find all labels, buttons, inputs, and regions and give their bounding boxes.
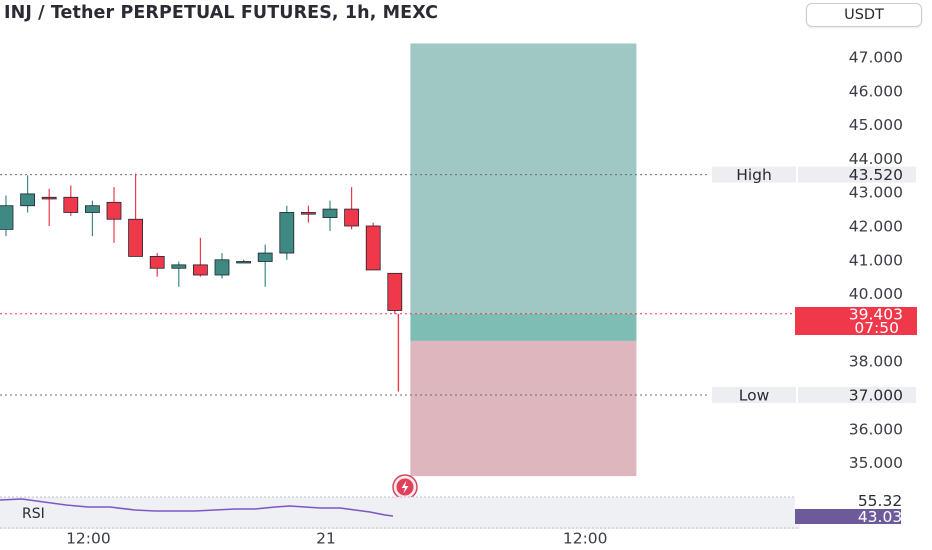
- level-tags: High 43.520 Low 37.000: [712, 166, 916, 405]
- candle: [128, 173, 144, 257]
- price-tick-label: 43.000: [849, 184, 903, 202]
- candle-body: [257, 252, 273, 262]
- price-tick-label: 41.000: [849, 251, 903, 269]
- price-tick-label: 44.000: [849, 150, 903, 168]
- candle-body: [192, 264, 208, 276]
- time-tick-label: 12:00: [66, 530, 111, 548]
- candle-body: [41, 196, 57, 200]
- candle: [171, 261, 187, 287]
- time-axis-bg: [0, 529, 932, 550]
- candle-body: [85, 205, 100, 213]
- price-tick-label: 42.000: [849, 218, 903, 236]
- stop-zone: [410, 340, 637, 477]
- candle: [41, 188, 57, 226]
- time-tick-label: 21: [316, 530, 336, 548]
- price-tick-label: 35.000: [849, 454, 903, 472]
- candle: [279, 205, 295, 260]
- level-tag-label-bg: [712, 166, 796, 183]
- candle: [0, 195, 14, 237]
- target-zone-entry: [410, 313, 637, 341]
- candle: [192, 237, 208, 277]
- candle-body: [128, 218, 144, 257]
- candle-body: [344, 208, 360, 227]
- level-tag-label: Low: [739, 387, 770, 405]
- level-tag-value: 43.520: [849, 166, 903, 184]
- candle-body: [20, 193, 36, 207]
- candle-body: [322, 208, 338, 218]
- level-tag-high: High 43.520: [712, 166, 916, 184]
- alert-icon[interactable]: [392, 474, 418, 500]
- candle: [63, 185, 79, 216]
- position-zones: [410, 43, 637, 477]
- level-tag-value: 37.000: [849, 387, 903, 405]
- candle: [214, 253, 230, 279]
- target-zone: [410, 43, 637, 314]
- level-tag-value-bg: [798, 166, 916, 183]
- candle-body: [149, 256, 165, 269]
- bar-countdown: 07:50: [854, 319, 899, 337]
- candle-body: [300, 212, 316, 215]
- level-tag-label-bg: [712, 387, 796, 403]
- candles: [0, 173, 403, 392]
- level-tag-value-bg: [798, 387, 916, 403]
- candle-body: [214, 259, 230, 276]
- candle-body: [365, 225, 381, 271]
- level-lines: [0, 174, 795, 396]
- price-tick-label: 47.000: [849, 49, 903, 67]
- price-tick-label: 40.000: [849, 285, 903, 303]
- currency-button[interactable]: USDT: [806, 3, 922, 27]
- level-tag-low: Low 37.000: [712, 387, 916, 405]
- price-axis[interactable]: 47.000 46.000 45.000 44.000 43.000 42.000 41.0…: [849, 49, 903, 473]
- candle-body: [63, 196, 79, 213]
- candle-body: [236, 261, 252, 264]
- page-title: INJ / Tether PERPETUAL FUTURES, 1h, MEXC: [4, 3, 439, 23]
- rsi-pane[interactable]: RSI 55.32 43.03: [0, 492, 902, 529]
- candle: [106, 187, 122, 243]
- rsi-level-upper: 55.32: [858, 492, 902, 510]
- rsi-label: RSI: [22, 506, 45, 522]
- candle: [149, 253, 165, 277]
- candle-body: [171, 264, 187, 269]
- candle: [387, 272, 403, 314]
- time-axis[interactable]: 12:00 21 12:00: [0, 529, 932, 550]
- price-tick-label: 38.000: [849, 353, 903, 371]
- candle-body: [106, 201, 122, 220]
- candle: [257, 244, 273, 287]
- candle: [236, 259, 252, 264]
- price-tick-label: 45.000: [849, 116, 903, 134]
- time-tick-label: 12:00: [563, 530, 608, 548]
- candle: [300, 205, 316, 223]
- price-tick-label: 36.000: [849, 420, 903, 438]
- level-tag-label: High: [736, 166, 772, 184]
- candle: [365, 222, 381, 271]
- last-price-value: 39.403: [849, 306, 903, 324]
- candle: [20, 175, 36, 213]
- candle-body: [0, 205, 14, 230]
- candle: [85, 200, 100, 237]
- rsi-level-lower: 43.03: [858, 508, 902, 526]
- candle: [322, 200, 338, 232]
- candle: [344, 187, 360, 230]
- last-price-tag: 39.403 07:50: [795, 306, 917, 337]
- candle-body: [387, 272, 403, 311]
- price-tick-label: 46.000: [849, 82, 903, 100]
- candle-body: [279, 212, 295, 254]
